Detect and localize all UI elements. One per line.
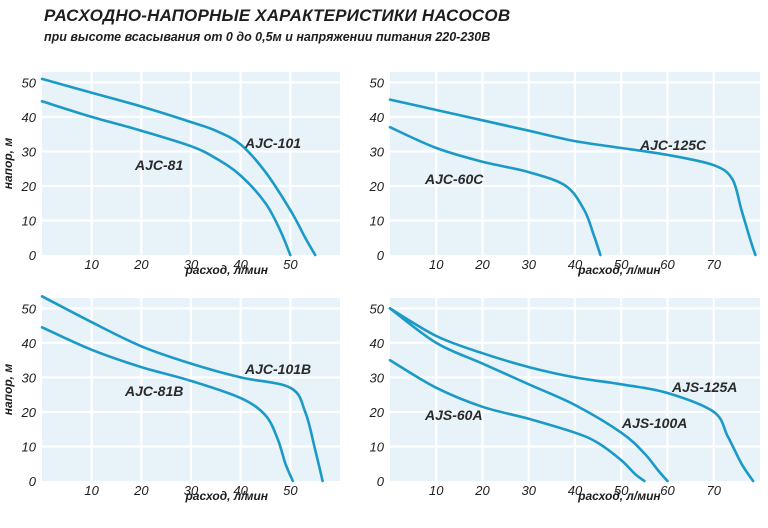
x-tick-label: 50: [614, 483, 629, 498]
y-tick-label: 40: [370, 110, 385, 125]
x-axis-label: расход, л/мин: [577, 263, 661, 277]
x-tick-label: 20: [133, 483, 149, 498]
y-tick-label: 10: [370, 439, 385, 454]
y-tick-label: 0: [377, 248, 385, 263]
x-tick-label: 10: [429, 257, 444, 272]
y-tick-label: 10: [370, 213, 385, 228]
x-tick-label: 30: [184, 257, 199, 272]
y-tick-label: 10: [22, 439, 37, 454]
series-line-ajc-101b: [40, 295, 324, 483]
series-label-ajs-125a: AJS-125A: [671, 379, 737, 395]
series-line-ajs-100a: [388, 307, 669, 483]
y-tick-label: 20: [21, 405, 37, 420]
y-tick-label: 0: [377, 474, 385, 489]
x-tick-label: 20: [133, 257, 149, 272]
x-tick-label: 10: [429, 483, 444, 498]
x-tick-label: 30: [522, 257, 537, 272]
x-tick-label: 30: [522, 483, 537, 498]
y-tick-label: 10: [22, 213, 37, 228]
x-tick-label: 40: [233, 483, 248, 498]
x-tick-label: 60: [660, 483, 675, 498]
y-tick-label: 20: [21, 179, 37, 194]
series-line-ajc-125c: [388, 98, 757, 257]
x-tick-label: 20: [474, 483, 490, 498]
series-label-ajc-81: AJC-81: [134, 157, 183, 173]
series-line-ajc-60c: [388, 125, 602, 257]
x-tick-label: 40: [233, 257, 248, 272]
x-tick-label: 50: [283, 483, 298, 498]
y-axis-label: напор, м: [1, 364, 15, 416]
y-tick-label: 50: [370, 301, 385, 316]
y-tick-label: 0: [29, 474, 37, 489]
series-label-ajs-60a: AJS-60A: [424, 407, 483, 423]
y-tick-label: 50: [22, 301, 37, 316]
y-tick-label: 40: [22, 336, 37, 351]
series-label-ajc-125c: AJC-125C: [639, 137, 707, 153]
x-tick-label: 70: [707, 483, 722, 498]
series-line-ajs-125a: [388, 307, 755, 483]
series-line-ajc-101: [40, 77, 317, 257]
x-tick-label: 20: [474, 257, 490, 272]
x-tick-label: 30: [184, 483, 199, 498]
y-axis-label: напор, м: [1, 138, 15, 190]
x-axis-label: расход, л/мин: [184, 263, 268, 277]
x-tick-label: 10: [84, 257, 99, 272]
series-line-ajc-81: [40, 100, 292, 257]
x-tick-label: 60: [660, 257, 675, 272]
x-axis-label: расход, л/мин: [577, 489, 661, 503]
series-label-ajs-100a: AJS-100A: [621, 415, 687, 431]
y-tick-label: 30: [22, 144, 37, 159]
series-line-ajc-81b: [40, 326, 295, 483]
x-tick-label: 40: [568, 483, 583, 498]
x-axis-label: расход, л/мин: [184, 489, 268, 503]
y-tick-label: 30: [370, 370, 385, 385]
x-tick-label: 10: [84, 483, 99, 498]
y-tick-label: 30: [22, 370, 37, 385]
y-tick-label: 40: [370, 336, 385, 351]
y-tick-label: 20: [369, 405, 385, 420]
series-label-ajc-101: AJC-101: [244, 135, 301, 151]
y-tick-label: 0: [29, 248, 37, 263]
y-tick-label: 50: [370, 75, 385, 90]
y-tick-label: 40: [22, 110, 37, 125]
x-tick-label: 40: [568, 257, 583, 272]
page-subtitle: при высоте всасывания от 0 до 0,5м и нап…: [44, 30, 491, 44]
page-title: РАСХОДНО-НАПОРНЫЕ ХАРАКТЕРИСТИКИ НАСОСОВ: [44, 6, 511, 25]
series-label-ajc-60c: AJC-60C: [424, 171, 484, 187]
y-tick-label: 30: [370, 144, 385, 159]
series-label-ajc-101b: AJC-101B: [244, 361, 311, 377]
x-tick-label: 50: [283, 257, 298, 272]
y-tick-label: 20: [369, 179, 385, 194]
x-tick-label: 70: [707, 257, 722, 272]
x-tick-label: 50: [614, 257, 629, 272]
series-line-ajs-60a: [388, 358, 646, 483]
y-tick-label: 50: [22, 75, 37, 90]
series-label-ajc-81b: AJC-81B: [124, 383, 183, 399]
